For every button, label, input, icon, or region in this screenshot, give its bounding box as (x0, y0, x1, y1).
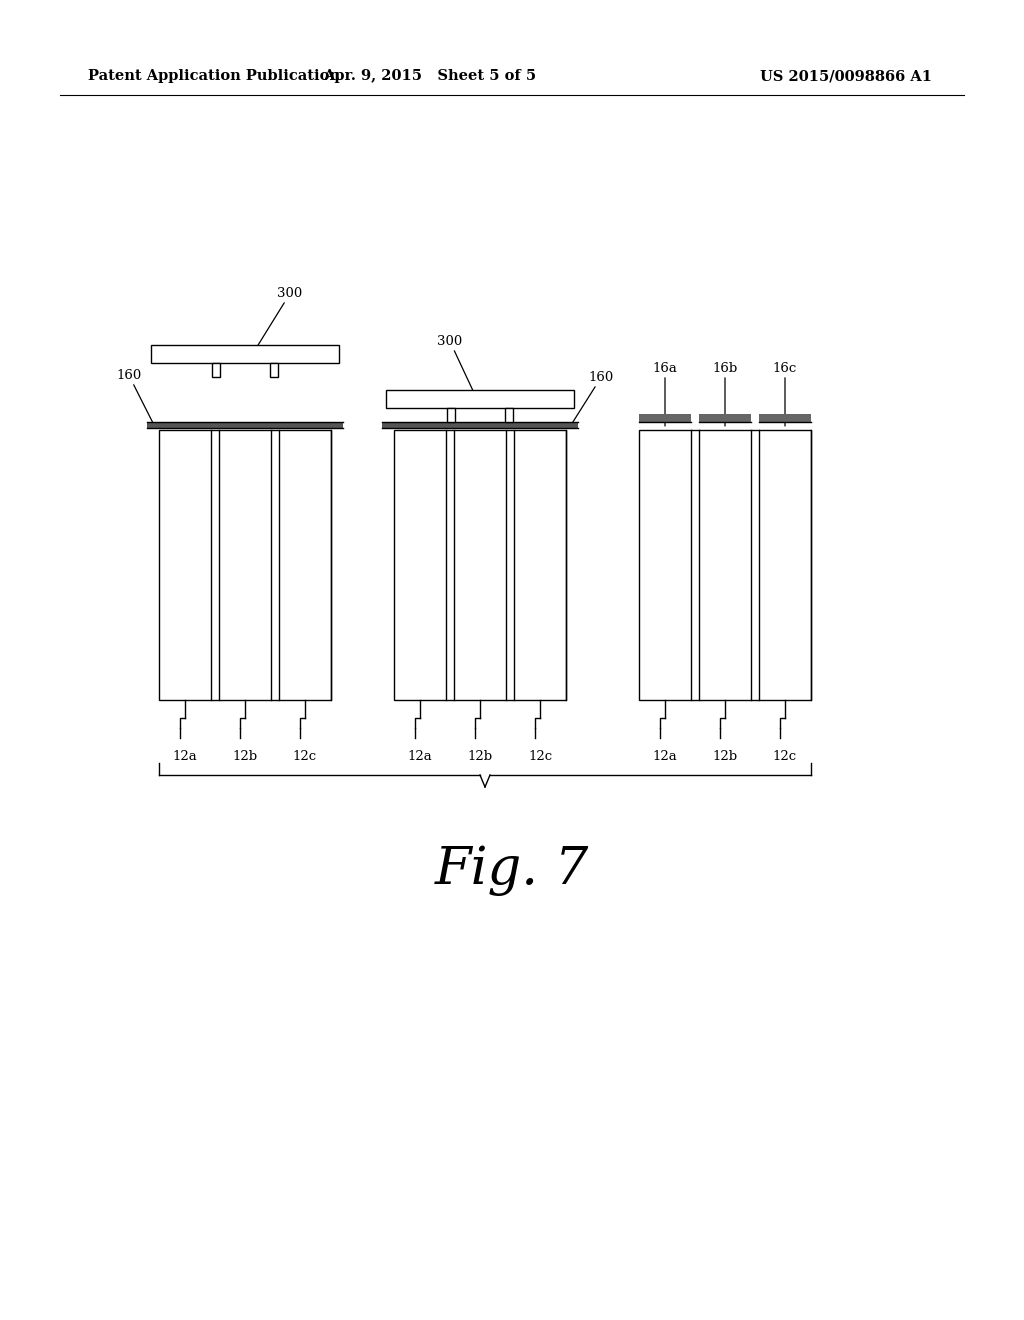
Bar (639, 430, 811, 700)
Text: Fig. 7: Fig. 7 (435, 845, 589, 895)
Text: 160: 160 (117, 370, 154, 425)
Text: 12b: 12b (713, 750, 737, 763)
Text: 12c: 12c (773, 750, 797, 763)
Text: Patent Application Publication: Patent Application Publication (88, 69, 340, 83)
Bar (269, 363, 278, 378)
Text: 12b: 12b (467, 750, 493, 763)
Bar (505, 408, 513, 422)
Text: 16c: 16c (773, 362, 797, 426)
Bar (382, 422, 578, 428)
Text: US 2015/0098866 A1: US 2015/0098866 A1 (760, 69, 932, 83)
Bar (639, 414, 691, 422)
Text: 12c: 12c (293, 750, 317, 763)
Bar (759, 414, 811, 422)
Text: Apr. 9, 2015   Sheet 5 of 5: Apr. 9, 2015 Sheet 5 of 5 (324, 69, 537, 83)
Text: 16b: 16b (713, 362, 737, 426)
Bar (447, 408, 456, 422)
Bar (394, 430, 566, 700)
Text: 12a: 12a (173, 750, 198, 763)
Text: 12a: 12a (408, 750, 432, 763)
Bar (159, 430, 331, 700)
Text: 12a: 12a (652, 750, 677, 763)
Bar (147, 422, 343, 428)
Bar (386, 389, 574, 408)
Bar (151, 345, 339, 363)
Text: 300: 300 (255, 286, 303, 350)
Text: 16a: 16a (652, 362, 678, 426)
Text: 160: 160 (571, 371, 613, 425)
Text: 12b: 12b (232, 750, 258, 763)
Bar (212, 363, 220, 378)
Text: 12c: 12c (528, 750, 552, 763)
Text: 300: 300 (437, 335, 475, 395)
Bar (699, 414, 751, 422)
